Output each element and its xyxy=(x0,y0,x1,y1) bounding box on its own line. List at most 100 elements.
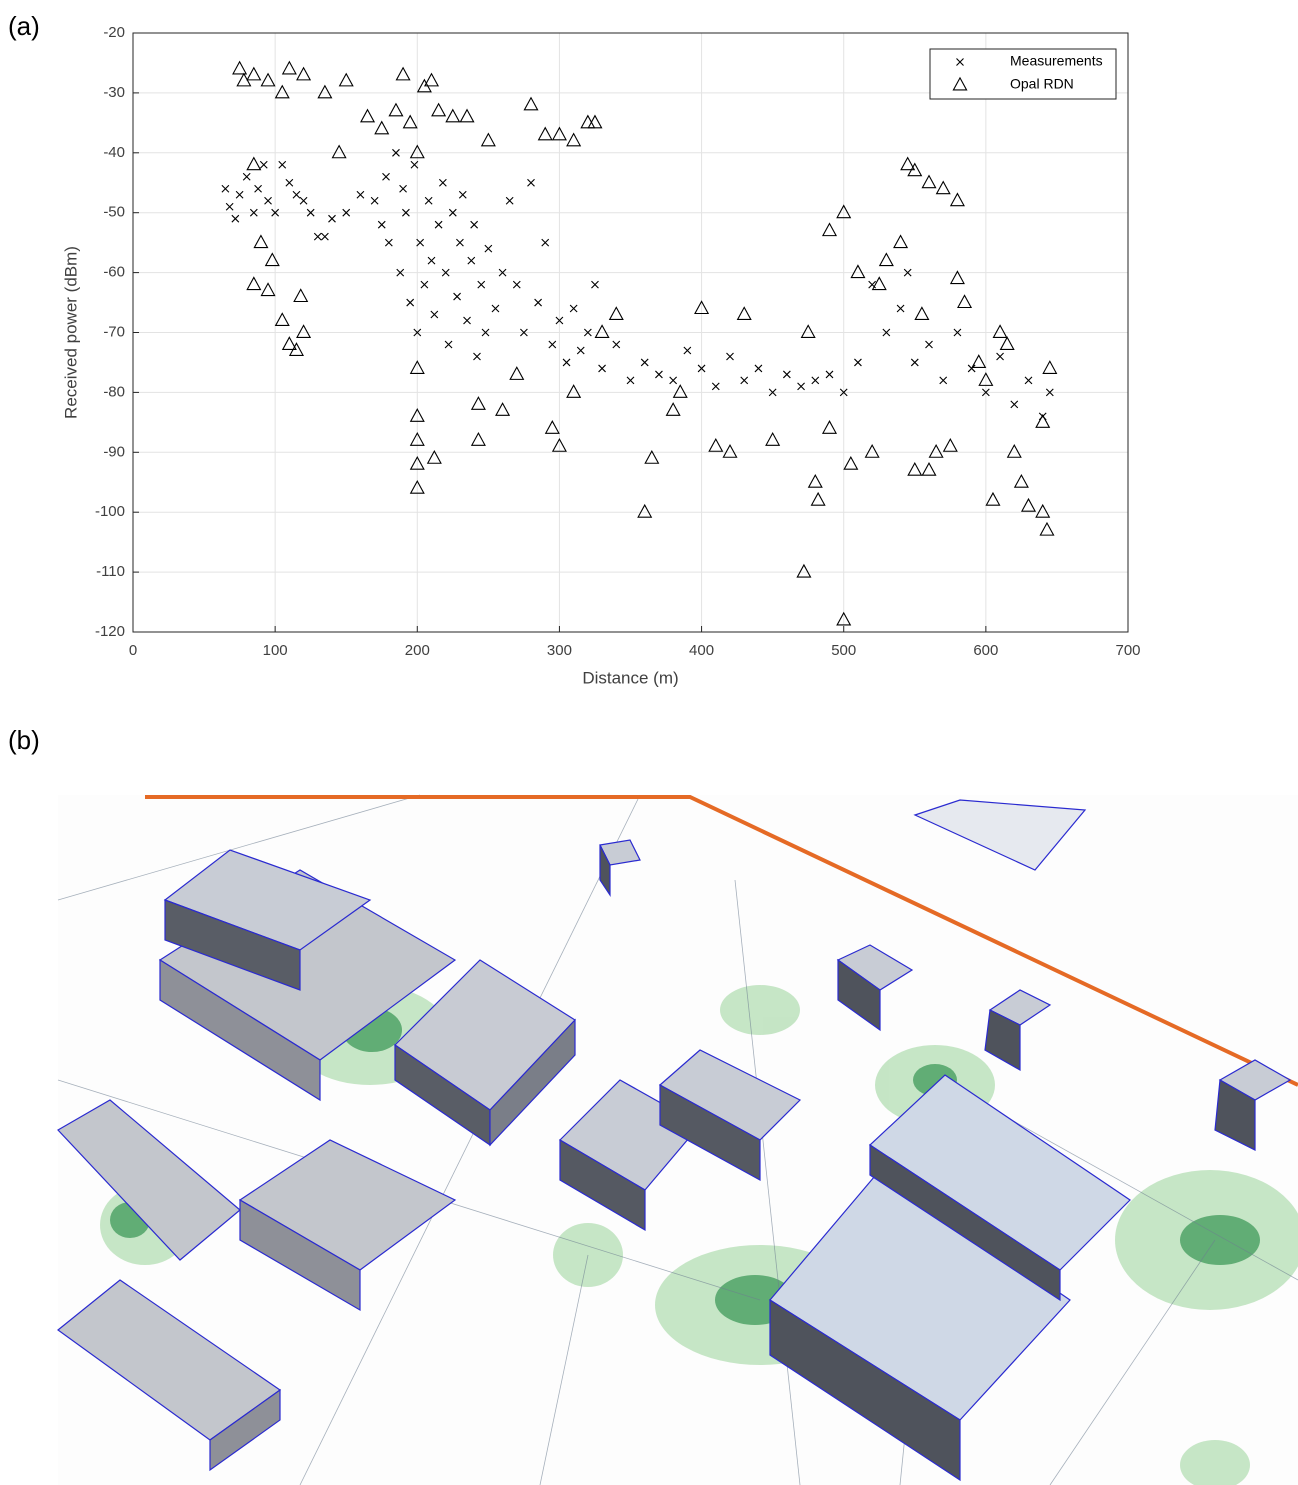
data-point xyxy=(299,196,308,205)
y-tick-label: -40 xyxy=(103,144,125,161)
data-point xyxy=(370,196,379,205)
data-point xyxy=(836,204,852,219)
data-point xyxy=(285,178,294,187)
data-point xyxy=(910,358,919,367)
data-point xyxy=(409,360,425,374)
data-point xyxy=(903,268,912,277)
data-point xyxy=(1024,376,1033,385)
data-point xyxy=(839,388,848,397)
data-point xyxy=(356,190,365,199)
data-point xyxy=(644,449,660,464)
data-point xyxy=(864,444,880,458)
data-point xyxy=(637,503,653,518)
data-point xyxy=(274,312,290,327)
panel-label: (a) xyxy=(8,11,40,41)
data-point xyxy=(726,352,734,361)
data-point xyxy=(260,282,276,297)
data-point xyxy=(274,84,290,99)
data-point xyxy=(225,202,234,211)
data-point xyxy=(232,60,248,75)
legend-label: Measurements xyxy=(1010,53,1103,69)
data-point xyxy=(392,148,400,157)
data-point xyxy=(821,420,838,434)
data-point xyxy=(431,102,447,117)
data-point xyxy=(957,294,973,309)
data-point xyxy=(231,214,240,223)
data-point xyxy=(271,208,280,217)
data-point xyxy=(534,298,542,307)
x-axis-label: Distance (m) xyxy=(582,668,678,687)
data-point xyxy=(591,280,599,289)
data-point xyxy=(281,60,297,75)
y-tick-label: -90 xyxy=(103,443,125,460)
data-point xyxy=(796,563,812,578)
data-point xyxy=(672,384,688,398)
data-point xyxy=(999,336,1015,350)
data-point xyxy=(420,280,429,289)
data-point xyxy=(453,292,461,301)
data-point xyxy=(768,388,777,397)
y-tick-label: -70 xyxy=(103,323,125,340)
data-point xyxy=(402,114,418,129)
y-tick-label: -110 xyxy=(96,563,125,580)
x-tick-label: 0 xyxy=(129,642,137,659)
data-point xyxy=(254,184,262,193)
data-point xyxy=(456,238,464,247)
plot-frame xyxy=(132,32,1129,633)
data-point xyxy=(711,382,720,391)
data-point xyxy=(434,220,443,229)
data-point xyxy=(438,178,447,187)
data-point xyxy=(800,324,816,338)
data-point xyxy=(467,256,476,265)
data-point xyxy=(235,190,244,199)
data-point xyxy=(321,232,329,241)
x-tick-label: 200 xyxy=(405,642,430,659)
data-point xyxy=(551,126,567,141)
data-point xyxy=(900,156,916,171)
y-tick-label: -100 xyxy=(95,503,125,520)
data-point xyxy=(871,276,887,291)
data-point xyxy=(409,455,425,470)
data-point xyxy=(484,244,493,253)
data-point xyxy=(811,376,820,385)
data-point xyxy=(921,174,937,189)
data-point xyxy=(242,172,251,181)
data-point xyxy=(797,382,805,391)
data-point xyxy=(292,190,301,199)
data-point xyxy=(377,220,386,229)
data-point xyxy=(317,84,333,99)
data-point xyxy=(683,346,692,355)
data-point xyxy=(1035,414,1051,428)
data-point xyxy=(825,370,834,379)
data-point xyxy=(293,288,309,303)
data-point xyxy=(360,108,376,123)
data-point xyxy=(1006,444,1022,458)
x-tick-label: 100 xyxy=(263,642,288,659)
x-tick-label: 600 xyxy=(973,642,998,659)
y-tick-label: -50 xyxy=(103,204,125,221)
data-point xyxy=(288,342,304,356)
y-tick-label: -20 xyxy=(103,24,125,41)
data-point xyxy=(878,252,894,267)
data-point xyxy=(985,491,1001,506)
data-point xyxy=(541,238,550,247)
data-point xyxy=(914,306,930,321)
panel-label: (b) xyxy=(8,725,40,755)
data-point xyxy=(566,384,582,398)
legend-marker xyxy=(952,76,968,91)
y-tick-label: -80 xyxy=(103,383,125,400)
legend-marker xyxy=(956,58,964,66)
data-point xyxy=(253,234,269,249)
data-point xyxy=(583,328,592,337)
data-point xyxy=(523,96,539,111)
data-point xyxy=(430,310,439,319)
data-point xyxy=(736,306,752,321)
data-point xyxy=(410,160,419,169)
data-point xyxy=(306,208,315,217)
data-point xyxy=(264,196,272,205)
data-point xyxy=(498,268,507,277)
data-point xyxy=(448,208,457,217)
y-tick-label: -60 xyxy=(103,264,125,281)
y-tick-label: -120 xyxy=(95,623,125,640)
data-point xyxy=(807,473,823,488)
